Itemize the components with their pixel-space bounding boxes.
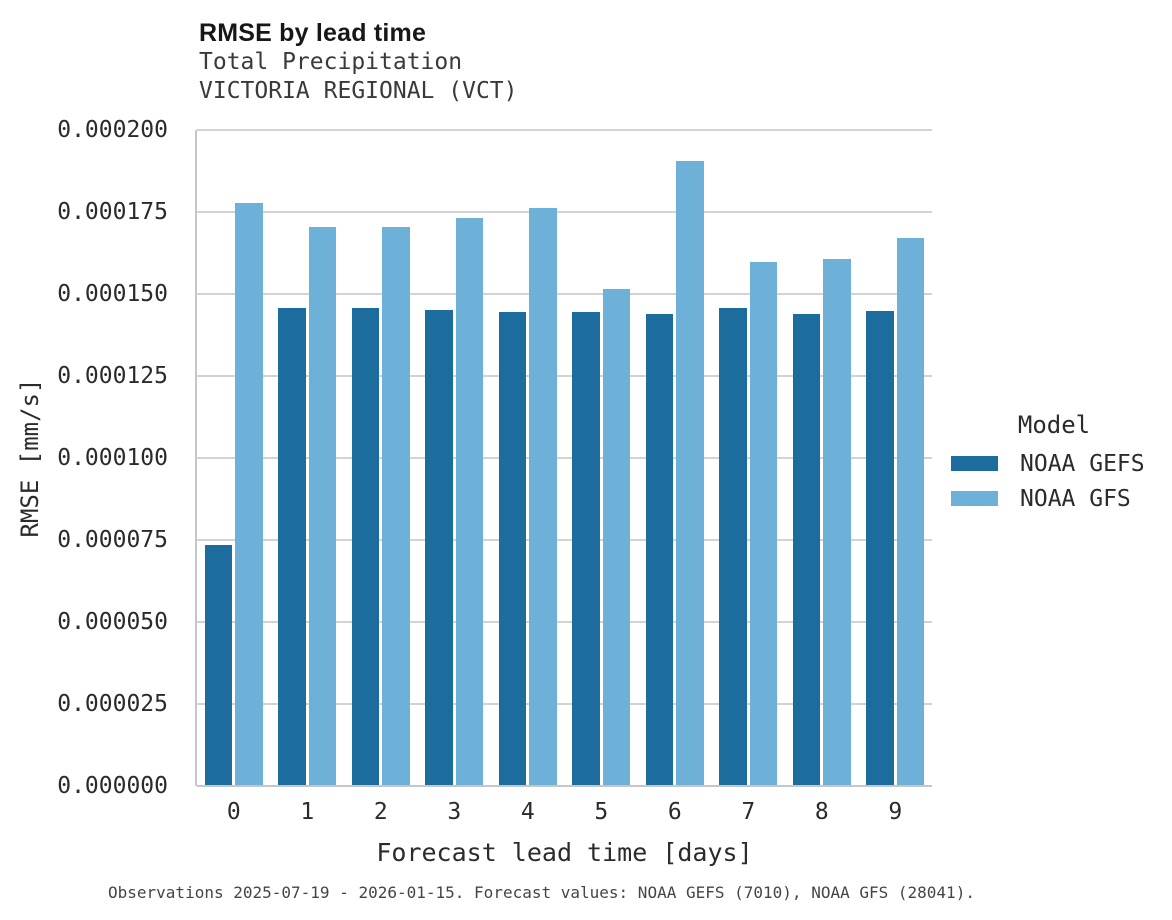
x-tick-label-8: 8 bbox=[814, 799, 829, 825]
bar-noaa-gefs-lead-2 bbox=[351, 307, 380, 786]
y-gridline-0.000150 bbox=[197, 293, 932, 295]
x-tick-label-9: 9 bbox=[888, 799, 903, 825]
y-gridline-0.000025 bbox=[197, 703, 932, 705]
bar-noaa-gfs-lead-7 bbox=[749, 262, 778, 786]
bar-noaa-gefs-lead-3 bbox=[425, 310, 453, 786]
chart-subtitle-variable: Total Precipitation bbox=[199, 49, 463, 75]
legend: Model NOAA GEFS NOAA GFS bbox=[948, 410, 1160, 516]
bar-noaa-gfs-lead-4 bbox=[529, 207, 557, 786]
bar-noaa-gefs-lead-0 bbox=[204, 544, 233, 786]
bar-noaa-gefs-lead-9 bbox=[866, 311, 894, 786]
plot-area bbox=[195, 129, 932, 787]
bar-noaa-gefs-lead-6 bbox=[645, 313, 674, 786]
y-tick-label-0.000025: 0.000025 bbox=[57, 691, 168, 717]
y-gridline-0.000075 bbox=[197, 539, 932, 541]
legend-item-noaa-gefs: NOAA GEFS bbox=[948, 446, 1160, 481]
bar-noaa-gefs-lead-5 bbox=[572, 312, 600, 786]
y-tick-label-0.000150: 0.000150 bbox=[57, 281, 168, 307]
chart-title: RMSE by lead time bbox=[199, 19, 427, 47]
x-tick-label-0: 0 bbox=[226, 799, 241, 825]
legend-swatch-noaa-gfs bbox=[951, 491, 998, 506]
x-tick-label-3: 3 bbox=[447, 799, 462, 825]
y-axis-line bbox=[195, 130, 197, 786]
y-tick-label-0.000175: 0.000175 bbox=[57, 199, 168, 225]
bar-noaa-gfs-lead-2 bbox=[382, 227, 410, 786]
y-tick-label-0.000200: 0.000200 bbox=[57, 117, 168, 143]
x-tick-label-1: 1 bbox=[300, 799, 315, 825]
bar-noaa-gefs-lead-1 bbox=[278, 308, 306, 786]
x-axis-line bbox=[197, 785, 932, 787]
bar-noaa-gefs-lead-4 bbox=[498, 312, 527, 786]
legend-item-noaa-gfs: NOAA GFS bbox=[948, 481, 1160, 516]
bar-noaa-gfs-lead-8 bbox=[823, 259, 851, 786]
x-tick-label-4: 4 bbox=[520, 799, 535, 825]
title-block: RMSE by lead time Total Precipitation VI… bbox=[199, 18, 518, 106]
footnote: Observations 2025-07-19 - 2026-01-15. Fo… bbox=[108, 883, 975, 902]
bar-noaa-gfs-lead-9 bbox=[896, 237, 925, 786]
x-tick-label-7: 7 bbox=[741, 799, 756, 825]
y-tick-label-0.000100: 0.000100 bbox=[57, 445, 168, 471]
x-tick-label-6: 6 bbox=[667, 799, 682, 825]
y-tick-label-0.000000: 0.000000 bbox=[57, 773, 168, 799]
y-tick-label-0.000075: 0.000075 bbox=[57, 527, 168, 553]
legend-label-noaa-gefs: NOAA GEFS bbox=[1020, 450, 1145, 477]
bar-noaa-gefs-lead-8 bbox=[792, 313, 821, 786]
legend-label-noaa-gfs: NOAA GFS bbox=[1020, 485, 1131, 512]
x-tick-label-2: 2 bbox=[373, 799, 388, 825]
legend-swatch-noaa-gefs bbox=[951, 456, 998, 471]
y-gridline-0.000050 bbox=[197, 621, 932, 623]
bar-noaa-gfs-lead-6 bbox=[676, 160, 704, 786]
y-tick-label-0.000050: 0.000050 bbox=[57, 609, 168, 635]
bar-noaa-gfs-lead-5 bbox=[602, 289, 631, 786]
y-gridline-0.000100 bbox=[197, 457, 932, 459]
x-axis-title: Forecast lead time [days] bbox=[376, 838, 753, 867]
y-tick-label-0.000125: 0.000125 bbox=[57, 363, 168, 389]
bar-noaa-gfs-lead-3 bbox=[455, 218, 484, 786]
chart-subtitle-location: VICTORIA REGIONAL (VCT) bbox=[199, 78, 518, 104]
x-tick-label-5: 5 bbox=[594, 799, 609, 825]
y-gridline-0.000125 bbox=[197, 375, 932, 377]
bar-noaa-gefs-lead-7 bbox=[719, 308, 747, 786]
bar-noaa-gfs-lead-0 bbox=[235, 203, 263, 786]
bar-noaa-gfs-lead-1 bbox=[308, 227, 337, 786]
y-gridline-0.000200 bbox=[197, 129, 932, 131]
y-gridline-0.000175 bbox=[197, 211, 932, 213]
legend-title: Model bbox=[1017, 411, 1091, 439]
